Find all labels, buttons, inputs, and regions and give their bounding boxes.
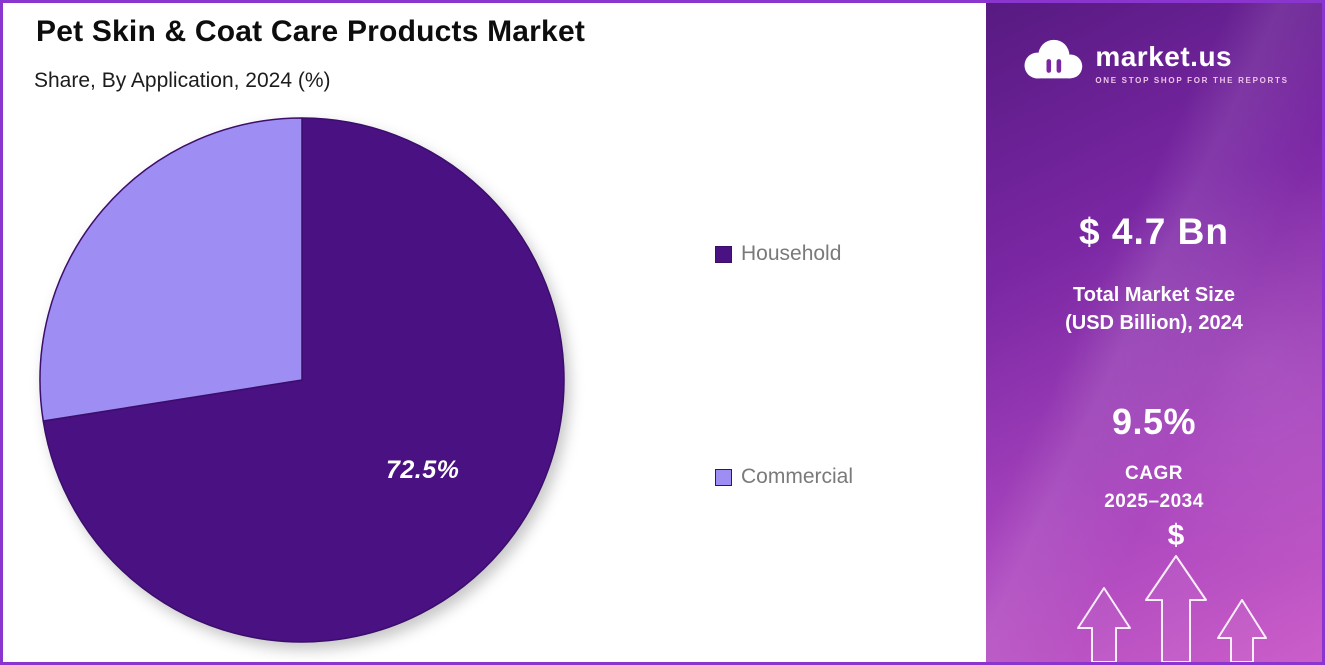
page-title: Pet Skin & Coat Care Products Market bbox=[36, 15, 586, 48]
total-market-size-label: Total Market Size bbox=[1073, 284, 1235, 306]
legend-swatch-commercial bbox=[715, 468, 732, 486]
chart-subtitle: Share, By Application, 2024 (%) bbox=[34, 69, 331, 92]
legend-item-household: Household bbox=[715, 242, 841, 266]
cagr-period: 2025–2034 bbox=[1104, 491, 1204, 512]
brand-name: market.us bbox=[1095, 40, 1233, 72]
dollar-icon: $ bbox=[1167, 519, 1185, 552]
pie-slice-household bbox=[42, 117, 565, 643]
pie-slice-data-label: 72.5% bbox=[386, 456, 460, 484]
pie-chart: 72.5% bbox=[36, 114, 568, 646]
total-market-size-sublabel: (USD Billion), 2024 bbox=[1065, 312, 1243, 334]
brand-logo: market.us ONE STOP SHOP FOR THE REPORTS bbox=[986, 35, 1322, 90]
legend-item-commercial: Commercial bbox=[715, 465, 853, 489]
cagr-label: CAGR bbox=[1125, 463, 1183, 484]
growth-arrows-icon bbox=[1077, 555, 1267, 662]
marketus-cloud-icon bbox=[1019, 35, 1085, 90]
legend-swatch-household bbox=[715, 245, 732, 263]
cagr-value: 9.5% bbox=[1111, 401, 1197, 442]
total-market-size-value: $ 4.7 Bn bbox=[1079, 211, 1229, 252]
brand-tagline: ONE STOP SHOP FOR THE REPORTS bbox=[1095, 75, 1289, 85]
legend-label: Household bbox=[741, 242, 842, 265]
pie-chart-svg bbox=[39, 117, 565, 643]
info-side-panel: market.us ONE STOP SHOP FOR THE REPORTS … bbox=[986, 3, 1322, 662]
legend-label: Commercial bbox=[741, 465, 854, 488]
pie-slice-commercial bbox=[39, 117, 303, 422]
